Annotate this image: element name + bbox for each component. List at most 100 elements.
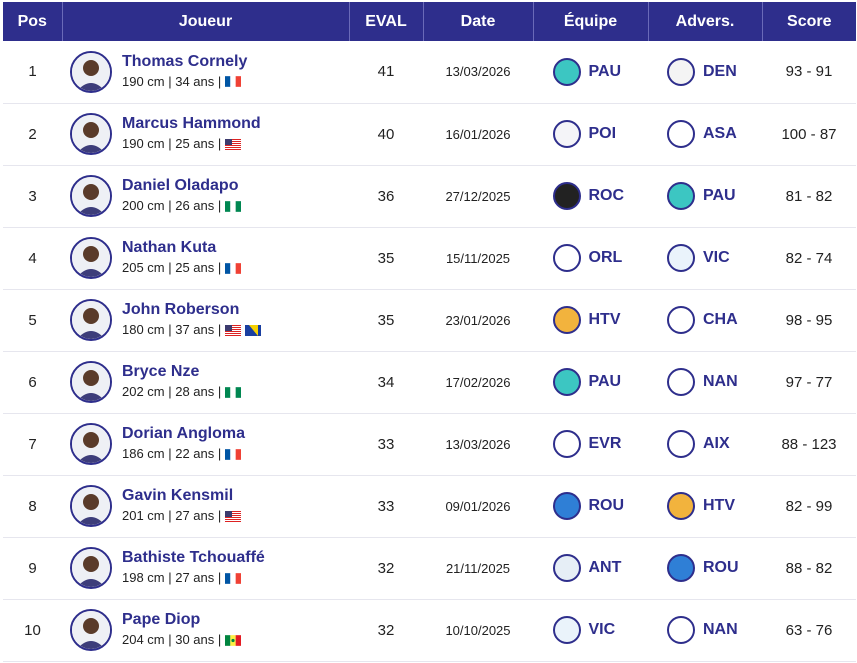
team-cell[interactable]: PAU	[533, 57, 648, 86]
score-cell: 81 - 82	[785, 187, 833, 205]
table-row[interactable]: 6 Bryce Nze 202 cm | 28 ans | 34 17/02/2…	[3, 351, 856, 413]
eval-cell: 33	[377, 435, 395, 453]
opponent-cell[interactable]: NAN	[648, 368, 762, 396]
player-name-link[interactable]: Dorian Angloma	[122, 425, 245, 442]
table-row[interactable]: 9 Bathiste Tchouaffé 198 cm | 27 ans | 3…	[3, 537, 856, 599]
opponent-cell[interactable]: ASA	[648, 120, 762, 148]
team-abbr: ANT	[588, 559, 622, 576]
france-flag-icon	[225, 572, 242, 584]
eval-cell: 36	[377, 187, 395, 205]
table-row[interactable]: 5 John Roberson 180 cm | 37 ans | 35 23/…	[3, 289, 856, 351]
player-cell: Bryce Nze 202 cm | 28 ans |	[62, 361, 349, 403]
player-name-link[interactable]: John Roberson	[122, 301, 240, 318]
table-row[interactable]: 8 Gavin Kensmil 201 cm | 27 ans | 33 09/…	[3, 475, 856, 537]
pau-logo	[667, 182, 695, 210]
rou-logo	[552, 492, 581, 520]
opponent-abbr: ROU	[703, 559, 739, 576]
player-name-link[interactable]: Marcus Hammond	[122, 115, 261, 132]
header-score[interactable]: Score	[762, 2, 856, 41]
team-abbr: POI	[588, 125, 617, 142]
table-row[interactable]: 10 Pape Diop 204 cm | 30 ans | 32 10/10/…	[3, 599, 856, 661]
player-name-link[interactable]: Bryce Nze	[122, 363, 200, 380]
rank-cell: 1	[28, 63, 37, 81]
rank-cell: 8	[28, 497, 37, 515]
score-cell: 63 - 76	[785, 621, 833, 639]
player-avatar[interactable]	[70, 50, 112, 93]
player-name-link[interactable]: Thomas Cornely	[122, 52, 248, 70]
date-cell: 21/11/2025	[445, 560, 511, 576]
table-row[interactable]: 7 Dorian Angloma 186 cm | 22 ans | 33 13…	[3, 413, 856, 475]
aix-logo	[667, 430, 695, 458]
player-avatar[interactable]	[70, 299, 112, 341]
date-cell: 27/12/2025	[445, 188, 511, 204]
player-name-link[interactable]: Daniel Oladapo	[122, 177, 239, 194]
header-eval[interactable]: EVAL	[349, 2, 424, 41]
team-cell[interactable]: ORL	[533, 244, 648, 272]
player-avatar[interactable]	[70, 609, 112, 651]
opponent-cell[interactable]: VIC	[648, 244, 762, 272]
player-name-link[interactable]: Gavin Kensmil	[122, 487, 234, 504]
team-cell[interactable]: EVR	[533, 430, 648, 458]
player-details: 198 cm | 27 ans |	[122, 570, 222, 585]
player-avatar[interactable]	[70, 547, 112, 589]
player-avatar[interactable]	[70, 361, 112, 403]
player-details: 204 cm | 30 ans |	[122, 632, 222, 647]
player-avatar[interactable]	[70, 175, 112, 217]
team-cell[interactable]: PAU	[533, 368, 648, 396]
opponent-abbr: AIX	[703, 435, 730, 452]
rou-logo	[667, 554, 695, 582]
table-row[interactable]: 3 Daniel Oladapo 200 cm | 26 ans | 36 27…	[3, 165, 856, 227]
table-row[interactable]: 2 Marcus Hammond 190 cm | 25 ans | 40 16…	[3, 103, 856, 165]
rank-cell: 4	[28, 249, 37, 267]
header-opponent[interactable]: Advers.	[648, 2, 763, 41]
header-player[interactable]: Joueur	[62, 2, 350, 41]
player-details: 205 cm | 25 ans |	[122, 260, 222, 275]
team-cell[interactable]: VIC	[533, 616, 648, 644]
opponent-abbr: NAN	[703, 373, 738, 390]
senegal-flag-icon	[225, 634, 242, 646]
team-cell[interactable]: HTV	[533, 306, 648, 334]
player-name-link[interactable]: Nathan Kuta	[122, 239, 217, 256]
nigeria-flag-icon	[225, 386, 242, 398]
table-row[interactable]: 4 Nathan Kuta 205 cm | 25 ans | 35 15/11…	[3, 227, 856, 289]
opponent-cell[interactable]: HTV	[648, 492, 762, 520]
asa-logo	[667, 120, 695, 148]
team-cell[interactable]: POI	[533, 120, 648, 148]
player-details: 202 cm | 28 ans |	[122, 384, 222, 399]
player-avatar[interactable]	[70, 237, 112, 279]
rank-cell: 3	[28, 187, 37, 205]
nan-logo	[667, 368, 695, 396]
opponent-abbr: HTV	[703, 497, 735, 514]
opponent-cell[interactable]: ROU	[648, 554, 762, 582]
rank-cell: 7	[28, 435, 37, 453]
player-cell: Bathiste Tchouaffé 198 cm | 27 ans |	[62, 547, 349, 589]
date-cell: 10/10/2025	[445, 622, 511, 638]
table-row[interactable]: 1 Thomas Cornely 190 cm | 34 ans | 41 13…	[3, 41, 856, 103]
team-cell[interactable]: ANT	[533, 554, 648, 582]
opponent-cell[interactable]: AIX	[648, 430, 762, 458]
player-avatar[interactable]	[70, 423, 112, 465]
header-pos[interactable]: Pos	[3, 2, 63, 41]
header-date[interactable]: Date	[423, 2, 534, 41]
player-avatar[interactable]	[70, 113, 112, 155]
opponent-cell[interactable]: PAU	[648, 182, 762, 210]
team-cell[interactable]: ROU	[533, 492, 648, 520]
pau-logo	[552, 368, 581, 396]
bosnia-flag-icon	[245, 324, 262, 336]
player-cell: Thomas Cornely 190 cm | 34 ans |	[62, 50, 349, 93]
opponent-cell[interactable]: DEN	[648, 57, 762, 86]
nigeria-flag-icon	[225, 200, 242, 212]
player-name-link[interactable]: Bathiste Tchouaffé	[122, 549, 265, 566]
date-cell: 23/01/2026	[445, 312, 511, 328]
header-team[interactable]: Équipe	[533, 2, 649, 41]
opponent-cell[interactable]: CHA	[648, 306, 762, 334]
player-cell: John Roberson 180 cm | 37 ans |	[62, 299, 349, 341]
france-flag-icon	[225, 262, 242, 274]
player-cell: Marcus Hammond 190 cm | 25 ans |	[62, 113, 349, 155]
team-abbr: PAU	[588, 373, 622, 390]
opponent-cell[interactable]: NAN	[648, 616, 762, 644]
team-cell[interactable]: ROC	[533, 182, 648, 210]
player-avatar[interactable]	[70, 485, 112, 527]
player-name-link[interactable]: Pape Diop	[122, 611, 201, 628]
vic-logo	[667, 244, 695, 272]
